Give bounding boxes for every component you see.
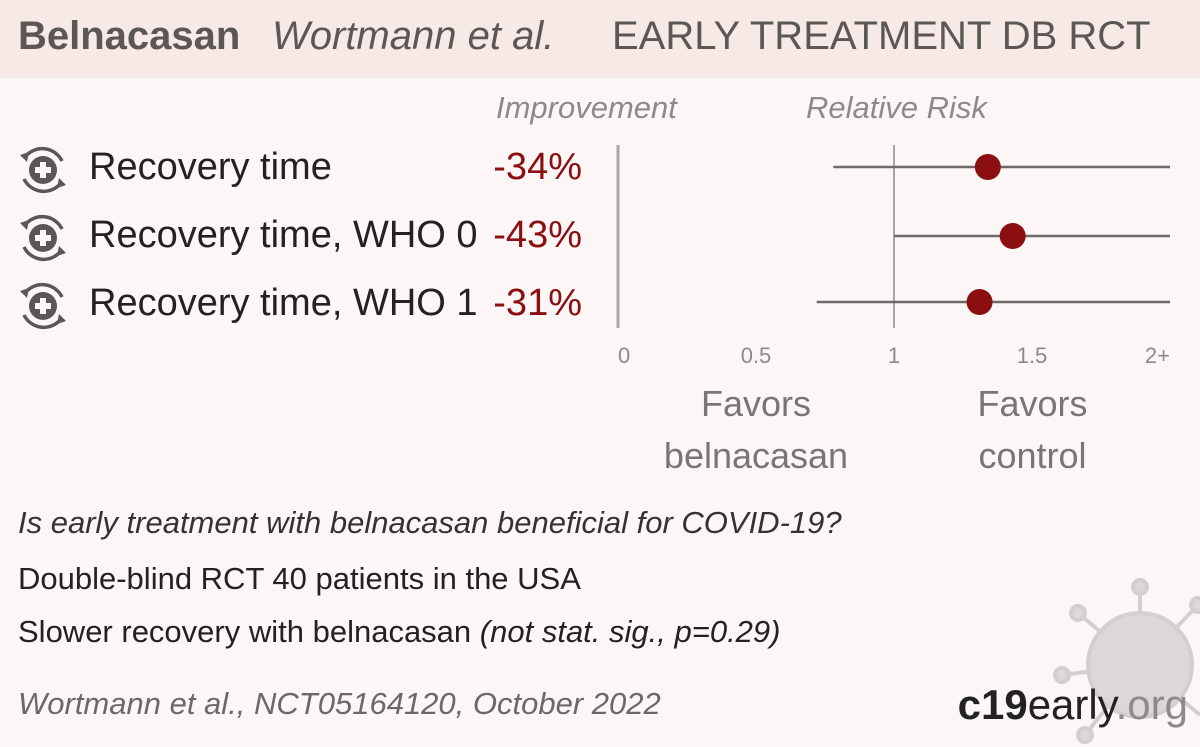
x-tick-label: 0.5 (741, 343, 772, 368)
recovery-icon (20, 214, 66, 262)
rr-point (966, 289, 993, 315)
study-type: EARLY TREATMENT DB RCT (612, 14, 1151, 58)
outcome-row: Recovery time -34% (0, 138, 620, 198)
outcome-row: Recovery time, WHO 0 -43% (0, 206, 620, 266)
outcome-label: Recovery time, WHO 1 (89, 282, 478, 324)
rr-point (999, 223, 1026, 249)
improvement-value: -43% (493, 214, 582, 256)
result-note: (not stat. sig., p=0.29) (479, 614, 781, 649)
recovery-icon (20, 146, 66, 194)
x-tick-label: 1.5 (1017, 343, 1048, 368)
result-text: Slower recovery with belnacasan (18, 614, 472, 649)
brand-part3: .org (1115, 681, 1188, 728)
outcome-row: Recovery time, WHO 1 -31% (0, 274, 620, 334)
citation: Wortmann et al., NCT05164120, October 20… (18, 686, 661, 721)
study-authors: Wortmann et al. (272, 14, 555, 58)
summary-question: Is early treatment with belnacasan benef… (18, 505, 842, 540)
relative-risk-column-header: Relative Risk (806, 90, 987, 125)
x-tick-label: 2+ (1145, 343, 1170, 368)
improvement-column-header: Improvement (496, 90, 677, 125)
drug-name: Belnacasan (18, 14, 241, 58)
favors-control-label: Favors control (977, 383, 1088, 476)
improvement-value: -31% (493, 282, 582, 324)
study-design: Double-blind RCT 40 patients in the USA (18, 561, 581, 596)
brand-part2: early (1027, 681, 1116, 728)
rr-point (974, 154, 1001, 180)
brand-logo: c19early.org (958, 681, 1188, 729)
x-tick-label: 1 (888, 343, 900, 368)
improvement-value: -34% (493, 146, 582, 188)
recovery-icon (20, 282, 66, 330)
brand-part1: c19 (957, 681, 1028, 728)
study-result: Slower recovery with belnacasan (not sta… (18, 614, 781, 650)
virus-icon (1053, 578, 1200, 744)
x-tick-label: 0 (618, 343, 630, 368)
outcome-label: Recovery time (89, 146, 332, 188)
forest-plot: 0 0.5 1 1.5 2+ (616, 145, 1170, 368)
favors-treatment-label: Favors belnacasan (663, 383, 849, 476)
header-bar: Belnacasan Wortmann et al. EARLY TREATME… (0, 0, 1200, 78)
outcome-label: Recovery time, WHO 0 (89, 214, 478, 256)
